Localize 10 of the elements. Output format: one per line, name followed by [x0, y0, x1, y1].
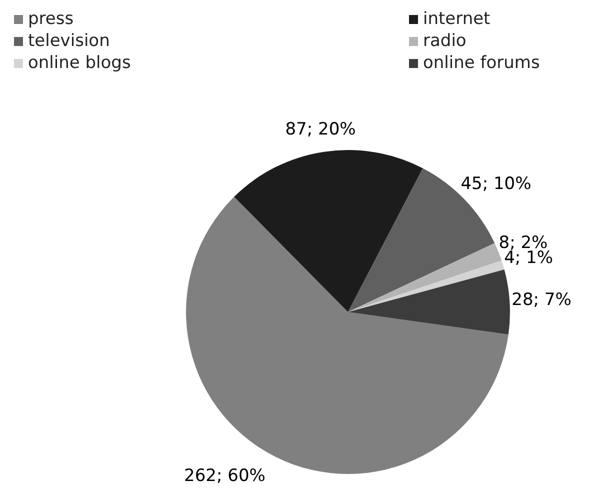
- legend-label: radio: [423, 30, 466, 52]
- data-label: 87; 20%: [285, 119, 356, 140]
- data-label: 45; 10%: [460, 174, 532, 194]
- legend-label: internet: [423, 8, 490, 30]
- legend-label: online forums: [423, 52, 540, 74]
- legend-label: press: [28, 8, 74, 30]
- data-label: 28; 7%: [512, 290, 572, 310]
- legend-label: online blogs: [28, 52, 131, 74]
- data-label: 262; 60%: [184, 466, 266, 486]
- legend-label: television: [28, 30, 110, 52]
